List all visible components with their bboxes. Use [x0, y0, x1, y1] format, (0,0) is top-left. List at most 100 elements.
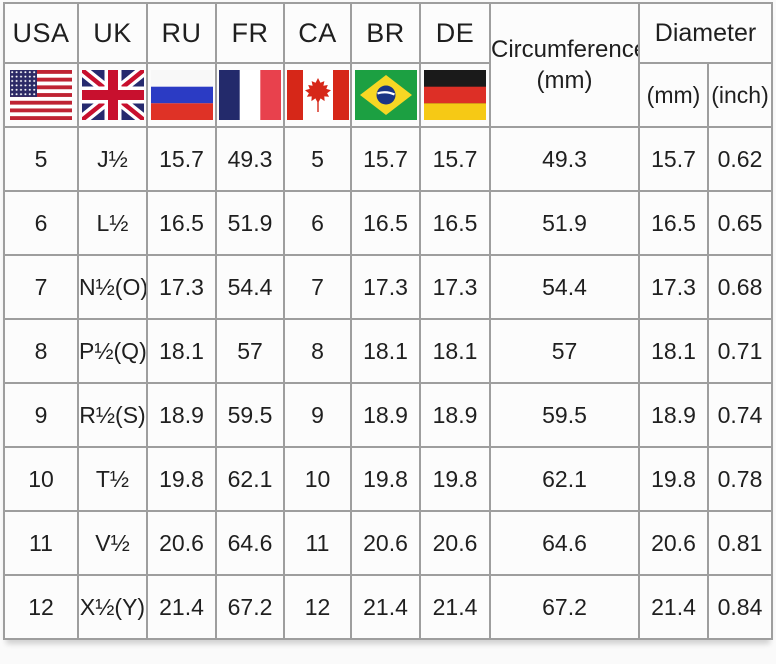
column-header-de: DE	[419, 2, 491, 64]
cell-ru: 15.7	[146, 126, 217, 192]
france-flag-icon	[219, 70, 281, 120]
cell-circumference: 51.9	[489, 190, 640, 256]
cell-ru: 18.9	[146, 382, 217, 448]
cell-diameter-inch: 0.68	[706, 254, 774, 320]
circumference-label: Circumference	[491, 35, 639, 63]
cell-usa: 8	[3, 318, 79, 384]
cell-diameter-inch: 0.65	[706, 190, 774, 256]
cell-usa: 9	[3, 382, 79, 448]
cell-ca: 7	[283, 254, 352, 320]
cell-fr: 62.1	[215, 446, 285, 512]
header-row-flags: (mm) (inch)	[3, 62, 774, 128]
cell-fr: 51.9	[215, 190, 285, 256]
cell-diameter-mm: 18.1	[638, 318, 709, 384]
cell-diameter-inch: 0.81	[706, 510, 774, 576]
cell-ru: 21.4	[146, 574, 217, 640]
cell-de: 20.6	[419, 510, 491, 576]
column-header-diameter: Diameter	[637, 2, 774, 64]
table-body: 5 J½ 15.7 49.3 5 15.7 15.7 49.3 15.7 0.6…	[3, 126, 774, 640]
cell-diameter-mm: 16.5	[638, 190, 709, 256]
cell-diameter-mm: 15.7	[638, 126, 709, 192]
cell-fr: 54.4	[215, 254, 285, 320]
brazil-flag-icon	[354, 70, 417, 120]
cell-ru: 17.3	[146, 254, 217, 320]
cell-de: 15.7	[419, 126, 491, 192]
cell-usa: 6	[3, 190, 79, 256]
cell-br: 15.7	[350, 126, 421, 192]
cell-ca: 9	[283, 382, 352, 448]
cell-uk: X½(Y)	[77, 574, 148, 640]
header-row-codes: USA UK RU FR CA BR DE Circumference (mm)…	[3, 2, 774, 128]
cell-circumference: 57	[489, 318, 640, 384]
column-header-fr: FR	[215, 2, 285, 64]
cell-circumference: 49.3	[489, 126, 640, 192]
ring-size-chart: USA UK RU FR CA BR DE Circumference (mm)…	[3, 2, 774, 640]
cell-fr: 64.6	[215, 510, 285, 576]
cell-uk: N½(O)	[77, 254, 148, 320]
russia-flag-icon	[150, 70, 213, 120]
ring-size-table: USA UK RU FR CA BR DE Circumference (mm)…	[3, 2, 774, 640]
cell-ca: 11	[283, 510, 352, 576]
cell-de: 19.8	[419, 446, 491, 512]
cell-ru: 16.5	[146, 190, 217, 256]
cell-ca: 12	[283, 574, 352, 640]
flag-cell-ru	[146, 62, 217, 128]
cell-br: 19.8	[350, 446, 421, 512]
column-header-diameter-inch: (inch)	[706, 62, 774, 128]
flag-cell-uk	[77, 62, 148, 128]
cell-diameter-mm: 20.6	[638, 510, 709, 576]
cell-diameter-inch: 0.78	[706, 446, 774, 512]
cell-circumference: 67.2	[489, 574, 640, 640]
cell-usa: 5	[3, 126, 79, 192]
column-header-ca: CA	[283, 2, 352, 64]
uk-flag-icon	[81, 70, 144, 120]
cell-de: 21.4	[419, 574, 491, 640]
cell-de: 16.5	[419, 190, 491, 256]
flag-cell-br	[350, 62, 421, 128]
cell-de: 18.1	[419, 318, 491, 384]
column-header-circumference: Circumference (mm)	[489, 2, 640, 128]
canada-flag-icon	[286, 70, 349, 120]
cell-usa: 12	[3, 574, 79, 640]
cell-fr: 57	[215, 318, 285, 384]
cell-br: 16.5	[350, 190, 421, 256]
column-header-diameter-mm: (mm)	[638, 62, 709, 128]
table-row: 9 R½(S) 18.9 59.5 9 18.9 18.9 59.5 18.9 …	[3, 382, 774, 448]
cell-usa: 11	[3, 510, 79, 576]
cell-ru: 19.8	[146, 446, 217, 512]
column-header-usa: USA	[3, 2, 79, 64]
cell-ca: 6	[283, 190, 352, 256]
cell-diameter-mm: 21.4	[638, 574, 709, 640]
cell-diameter-inch: 0.84	[706, 574, 774, 640]
flag-cell-usa	[3, 62, 79, 128]
cell-br: 17.3	[350, 254, 421, 320]
cell-ca: 10	[283, 446, 352, 512]
column-header-uk: UK	[77, 2, 148, 64]
cell-diameter-mm: 17.3	[638, 254, 709, 320]
cell-diameter-mm: 19.8	[638, 446, 709, 512]
table-row: 11 V½ 20.6 64.6 11 20.6 20.6 64.6 20.6 0…	[3, 510, 774, 576]
cell-diameter-mm: 18.9	[638, 382, 709, 448]
cell-br: 21.4	[350, 574, 421, 640]
cell-diameter-inch: 0.62	[706, 126, 774, 192]
cell-circumference: 64.6	[489, 510, 640, 576]
germany-flag-icon	[424, 70, 486, 120]
cell-diameter-inch: 0.71	[706, 318, 774, 384]
cell-fr: 59.5	[215, 382, 285, 448]
cell-circumference: 59.5	[489, 382, 640, 448]
cell-ru: 18.1	[146, 318, 217, 384]
cell-br: 18.9	[350, 382, 421, 448]
table-row: 10 T½ 19.8 62.1 10 19.8 19.8 62.1 19.8 0…	[3, 446, 774, 512]
table-row: 5 J½ 15.7 49.3 5 15.7 15.7 49.3 15.7 0.6…	[3, 126, 774, 192]
column-header-ru: RU	[146, 2, 217, 64]
flag-cell-ca	[283, 62, 352, 128]
column-header-br: BR	[350, 2, 421, 64]
cell-circumference: 62.1	[489, 446, 640, 512]
cell-uk: R½(S)	[77, 382, 148, 448]
cell-br: 20.6	[350, 510, 421, 576]
cell-diameter-inch: 0.74	[706, 382, 774, 448]
cell-ru: 20.6	[146, 510, 217, 576]
cell-circumference: 54.4	[489, 254, 640, 320]
cell-usa: 7	[3, 254, 79, 320]
table-row: 7 N½(O) 17.3 54.4 7 17.3 17.3 54.4 17.3 …	[3, 254, 774, 320]
